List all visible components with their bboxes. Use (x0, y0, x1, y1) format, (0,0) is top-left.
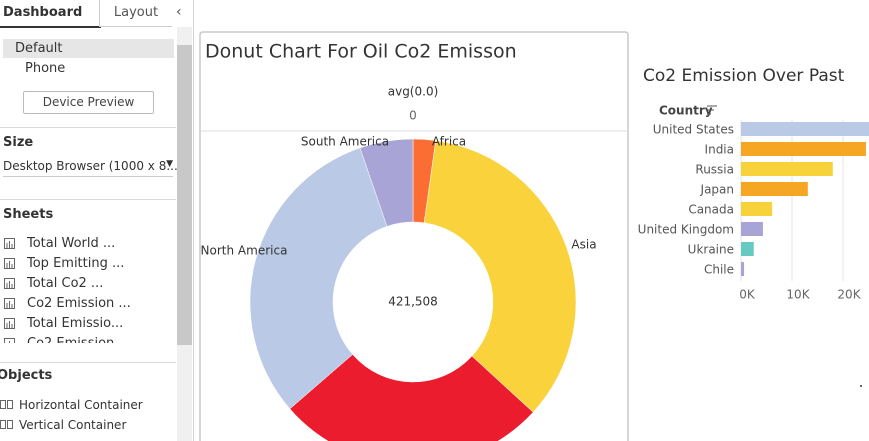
button[interactable]: Device Preview (23, 91, 154, 114)
sheet-name: Total World ... (27, 236, 116, 251)
sheet-name: Co2 Emission ... (27, 296, 131, 311)
segment-label: North America (201, 244, 288, 258)
divider (0, 127, 176, 128)
device[interactable]: Default (15, 41, 63, 56)
segment-label: Africa (432, 135, 466, 149)
chart-title: Donut Chart For Oil Co2 Emisson (205, 41, 517, 63)
sheet-name: Total Emissio... (27, 316, 124, 331)
bars (741, 122, 869, 276)
heading: Size (3, 135, 34, 150)
object-icon (0, 420, 13, 429)
center-total: 421,508 (388, 295, 438, 309)
collapse-icon[interactable]: ‹ (176, 4, 182, 20)
sheet-name: Total Co2 ... (27, 276, 104, 291)
sort-icon[interactable] (707, 105, 717, 115)
selected-row (3, 39, 174, 58)
object-name: Horizontal Container (19, 398, 143, 412)
sidebar: Dashboard Layout ‹ Default Phone Device … (0, 0, 194, 441)
sheet-name: Top Emitting ... (27, 256, 125, 271)
sheet-list: Total World ... Top Emitting ... Total Co2… (0, 235, 176, 343)
device[interactable]: Phone (25, 61, 66, 76)
sheet-icon (4, 338, 15, 343)
y-tick-label: Chile (704, 263, 734, 277)
bar (741, 262, 745, 276)
sheet-icon (4, 318, 15, 329)
pane-border (199, 31, 629, 441)
segment-label: South America (301, 135, 389, 149)
bar (741, 242, 754, 256)
sheet-icon (4, 278, 15, 289)
x-tick-label: 20K (837, 288, 861, 302)
bar (741, 202, 773, 216)
tab[interactable]: Dashboard (0, 0, 101, 28)
sheet-item[interactable]: Top Emitting ... (0, 255, 176, 275)
donut-segment (423, 140, 577, 413)
bar (741, 182, 808, 196)
object-item[interactable]: Horizontal Container (0, 397, 176, 417)
object-name: Vertical Container (19, 418, 127, 432)
sheet-icon (4, 258, 15, 269)
y-tick-label: India (705, 143, 734, 157)
sheet-icon (4, 298, 15, 309)
y-tick-label: United Kingdom (638, 223, 734, 237)
donut-segment (359, 138, 414, 227)
x-tick-label: 10K (786, 288, 810, 302)
chart-title: Co2 Emission Over Past (643, 66, 845, 86)
x-tick-label: 0K (739, 288, 756, 302)
divider (0, 362, 176, 363)
bar (741, 162, 833, 176)
dot (860, 385, 862, 387)
heading: Objects (0, 368, 53, 383)
object-item[interactable]: Vertical Container (0, 417, 176, 437)
y-tick-label: Ukraine (688, 243, 734, 257)
shelf-header: avg(0.0) (388, 85, 439, 99)
tab[interactable]: Layout (99, 0, 172, 27)
y-tick-label: Russia (695, 163, 734, 177)
sheet-item[interactable]: Total Co2 ... (0, 275, 176, 295)
y-tick-label: United States (653, 123, 734, 137)
donut-segment (289, 354, 534, 441)
object-icon (0, 400, 13, 409)
bar-chart: 0K 10K 20K United States India Russia Japan Can… (638, 120, 869, 302)
sheet-item[interactable]: Total World ... (0, 235, 176, 255)
segment-label: Asia (571, 238, 596, 252)
bar (741, 222, 763, 236)
y-tick-label: Canada (688, 203, 734, 217)
bar (741, 122, 869, 136)
sheet-item[interactable]: Co2 Emission ... (0, 295, 176, 315)
sheet-item[interactable]: Total Emissio... (0, 315, 176, 335)
heading: Sheets (3, 207, 54, 222)
dropdown[interactable]: Desktop Browser (1000 x 8... ▼ (3, 159, 178, 177)
sheet-name: Co2 Emission (27, 336, 114, 343)
shelf-value: 0 (409, 109, 417, 123)
sheet-icon (4, 238, 15, 249)
donut-segment (249, 147, 388, 410)
divider (0, 199, 176, 200)
scroll-thumb[interactable] (177, 45, 192, 345)
sheet-item[interactable]: Co2 Emission (0, 335, 176, 343)
donut: Africa Asia North America South America (201, 135, 597, 441)
dropdown-value: Desktop Browser (1000 x 8... (3, 159, 178, 173)
bar (741, 142, 866, 156)
axis-label: Country (659, 104, 713, 118)
y-tick-label: Japan (700, 183, 734, 197)
